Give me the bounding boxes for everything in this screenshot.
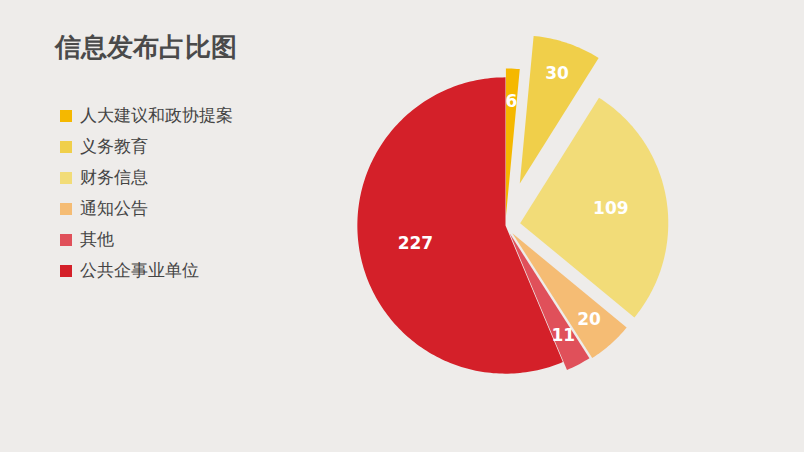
svg-text:109: 109	[593, 198, 629, 218]
svg-text:11: 11	[551, 325, 575, 345]
html-text:财务信息: 财务信息	[80, 167, 148, 187]
html-text:义务教育: 义务教育	[80, 136, 148, 156]
svg-text:6: 6	[505, 91, 517, 111]
svg-text:30: 30	[545, 63, 569, 83]
html-text:信息发布占比图: 信息发布占比图	[55, 32, 237, 62]
html-text:公共企事业单位: 公共企事业单位	[80, 260, 199, 280]
html-text:人大建议和政协提案: 人大建议和政协提案	[80, 105, 233, 125]
html-text:其他: 其他	[80, 229, 114, 249]
html-text:通知公告: 通知公告	[80, 198, 148, 218]
svg-text:20: 20	[577, 309, 601, 329]
svg-text:227: 227	[398, 233, 434, 253]
